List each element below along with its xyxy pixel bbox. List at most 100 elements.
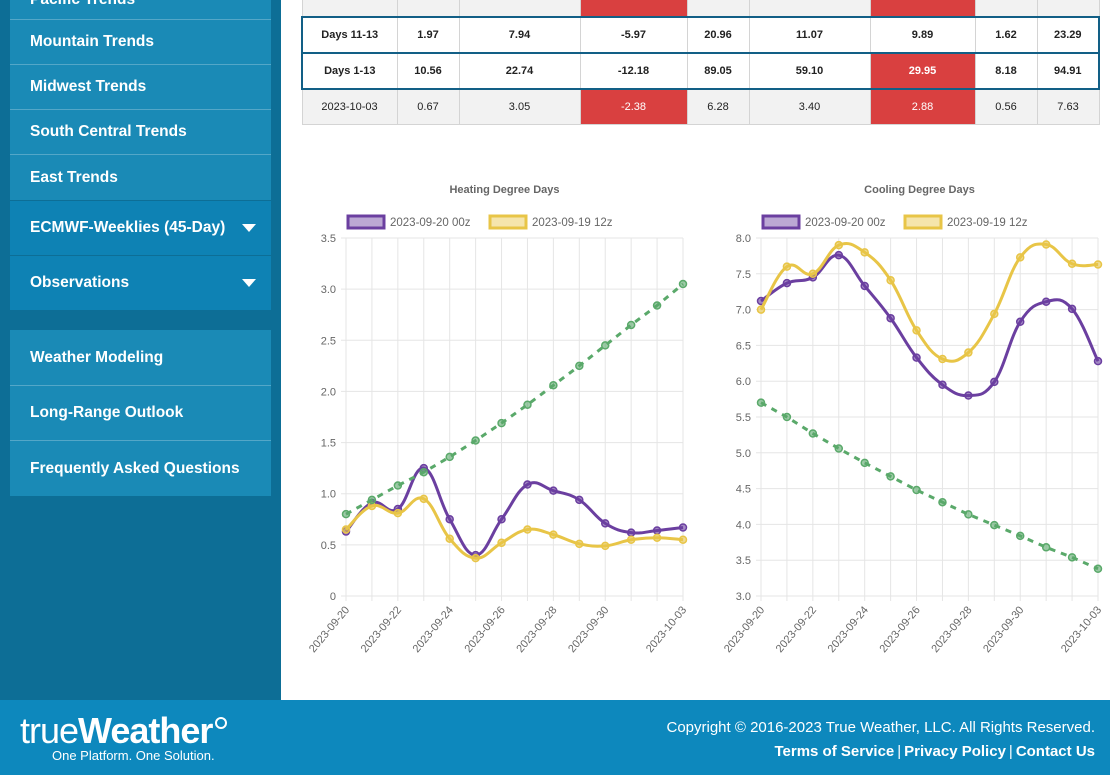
y-tick-label: 2.5 — [321, 335, 336, 347]
data-point — [912, 326, 921, 335]
table-cell — [974, 0, 1038, 17]
table-cell: 29.95 — [869, 51, 976, 90]
data-point — [549, 381, 558, 390]
legend-swatch — [903, 214, 943, 230]
data-point — [419, 494, 429, 504]
nav-group-ecmwf: ECMWF-Weeklies (45-Day) — [10, 201, 271, 255]
data-point — [523, 400, 532, 409]
sidebar: Pacific Trends Mountain Trends Midwest T… — [0, 0, 281, 700]
sidebar-item-east-trends[interactable]: East Trends — [10, 154, 271, 200]
sidebar-item-mountain-trends[interactable]: Mountain Trends — [10, 19, 271, 64]
data-point — [990, 309, 999, 319]
data-point — [626, 320, 636, 330]
data-point — [341, 525, 351, 534]
data-point — [600, 341, 610, 350]
data-point — [1067, 259, 1077, 269]
data-point — [626, 528, 636, 537]
heating-degree-days-chart: Heating Degree Days 2023-09-20 00z 2023-09… — [291, 170, 691, 670]
data-point — [964, 348, 973, 357]
row-label-cell: Days 11-13 — [301, 15, 398, 54]
y-tick-label: 6.5 — [736, 340, 751, 352]
x-tick-label: 2023-09-26 — [462, 604, 507, 655]
sidebar-item-ecmwf-weeklies[interactable]: ECMWF-Weeklies (45-Day) — [10, 201, 271, 255]
legend-item: 2023-09-19 12z — [903, 214, 1028, 230]
data-point — [678, 279, 688, 289]
data-point — [575, 539, 584, 549]
data-point — [1093, 260, 1103, 269]
logo-word-true: true — [20, 710, 79, 751]
y-tick-label: 3.5 — [736, 555, 751, 567]
table-cell — [748, 0, 871, 17]
sidebar-item-pacific-trends[interactable]: Pacific Trends — [10, 0, 271, 19]
data-point — [1067, 304, 1077, 314]
nav-group-trends: Pacific Trends Mountain Trends Midwest T… — [10, 0, 271, 200]
table-cell: 7.94 — [458, 15, 581, 54]
chart-title: Heating Degree Days — [449, 184, 559, 196]
degree-days-table: Days 11-13 1.97 7.94 -5.97 20.96 11.07 9.89 1.6… — [301, 0, 1100, 125]
divider: | — [1008, 743, 1013, 760]
sidebar-item-label: Frequently Asked Questions — [30, 459, 240, 477]
data-point — [756, 305, 766, 314]
data-point — [912, 353, 921, 362]
table-row: 2023-10-03 0.67 3.05 -2.38 6.28 3.40 2.88 0.56 7… — [301, 88, 1100, 125]
sidebar-item-observations[interactable]: Observations — [10, 256, 271, 310]
sidebar-item-label: Pacific Trends — [30, 0, 135, 9]
data-point — [652, 526, 662, 535]
data-point — [1041, 297, 1051, 306]
row-label-cell: Days 1-13 — [301, 51, 398, 90]
data-point — [1041, 240, 1051, 249]
sidebar-item-south-central-trends[interactable]: South Central Trends — [10, 109, 271, 154]
data-point — [497, 538, 506, 548]
data-point — [445, 534, 454, 543]
x-tick-label: 2023-09-24 — [411, 604, 456, 655]
sidebar-item-midwest-trends[interactable]: Midwest Trends — [10, 64, 271, 109]
nav-group-observations: Observations — [10, 256, 271, 310]
sidebar-item-long-range-outlook[interactable]: Long-Range Outlook — [10, 385, 271, 440]
hdd-chart-svg: Heating Degree Days 2023-09-20 00z 2023-09… — [307, 184, 689, 655]
trueweather-logo[interactable]: trueWeather One Platform. One Solution. — [20, 710, 228, 763]
data-point — [808, 429, 818, 438]
y-tick-label: 7.0 — [736, 305, 751, 317]
contact-us-link[interactable]: Contact Us — [1015, 743, 1095, 760]
sidebar-item-weather-modeling[interactable]: Weather Modeling — [10, 330, 271, 385]
table-cell: 0.56 — [974, 88, 1038, 125]
y-tick-label: 3.0 — [321, 284, 336, 296]
x-tick-label: 2023-09-28 — [514, 604, 559, 655]
data-point — [912, 485, 921, 495]
x-tick-label: 2023-09-24 — [826, 604, 871, 655]
y-tick-label: 2.0 — [321, 386, 336, 398]
cooling-degree-days-chart: Cooling Degree Days 2023-09-20 00z 2023-09… — [706, 170, 1106, 670]
table-cell: 59.10 — [748, 51, 871, 90]
series-line — [345, 282, 684, 516]
chevron-down-icon[interactable] — [242, 224, 256, 232]
data-point — [1015, 253, 1025, 262]
table-cell — [869, 0, 976, 17]
data-point — [549, 530, 558, 539]
table-cell: 6.28 — [686, 88, 750, 125]
y-tick-label: 7.5 — [736, 269, 751, 281]
data-point — [523, 480, 532, 489]
y-tick-label: 1.0 — [321, 489, 336, 501]
data-point — [1015, 531, 1025, 541]
y-tick-label: 5.0 — [736, 448, 751, 460]
divider: | — [897, 743, 902, 760]
y-tick-label: 3.5 — [321, 233, 336, 245]
data-point — [782, 262, 792, 271]
y-tick-label: 3.0 — [736, 591, 751, 603]
table-cell: 2.88 — [869, 88, 976, 125]
y-tick-label: 8.0 — [736, 233, 751, 245]
table-cell: -12.18 — [579, 51, 688, 90]
x-tick-label: 2023-09-20 — [307, 604, 352, 655]
nav-group-more: Weather Modeling Long-Range Outlook Freq… — [10, 330, 271, 496]
data-point — [652, 301, 662, 310]
x-tick-label: 2023-09-26 — [877, 604, 922, 655]
privacy-policy-link[interactable]: Privacy Policy — [904, 743, 1006, 760]
data-point — [834, 444, 844, 453]
legend-item: 2023-09-19 12z — [488, 214, 613, 230]
legend-label: 2023-09-19 12z — [532, 217, 613, 229]
terms-of-service-link[interactable]: Terms of Service — [774, 743, 895, 760]
chevron-down-icon[interactable] — [242, 279, 256, 287]
data-point — [497, 418, 506, 428]
data-point — [367, 495, 377, 505]
sidebar-item-faq[interactable]: Frequently Asked Questions — [10, 440, 271, 496]
